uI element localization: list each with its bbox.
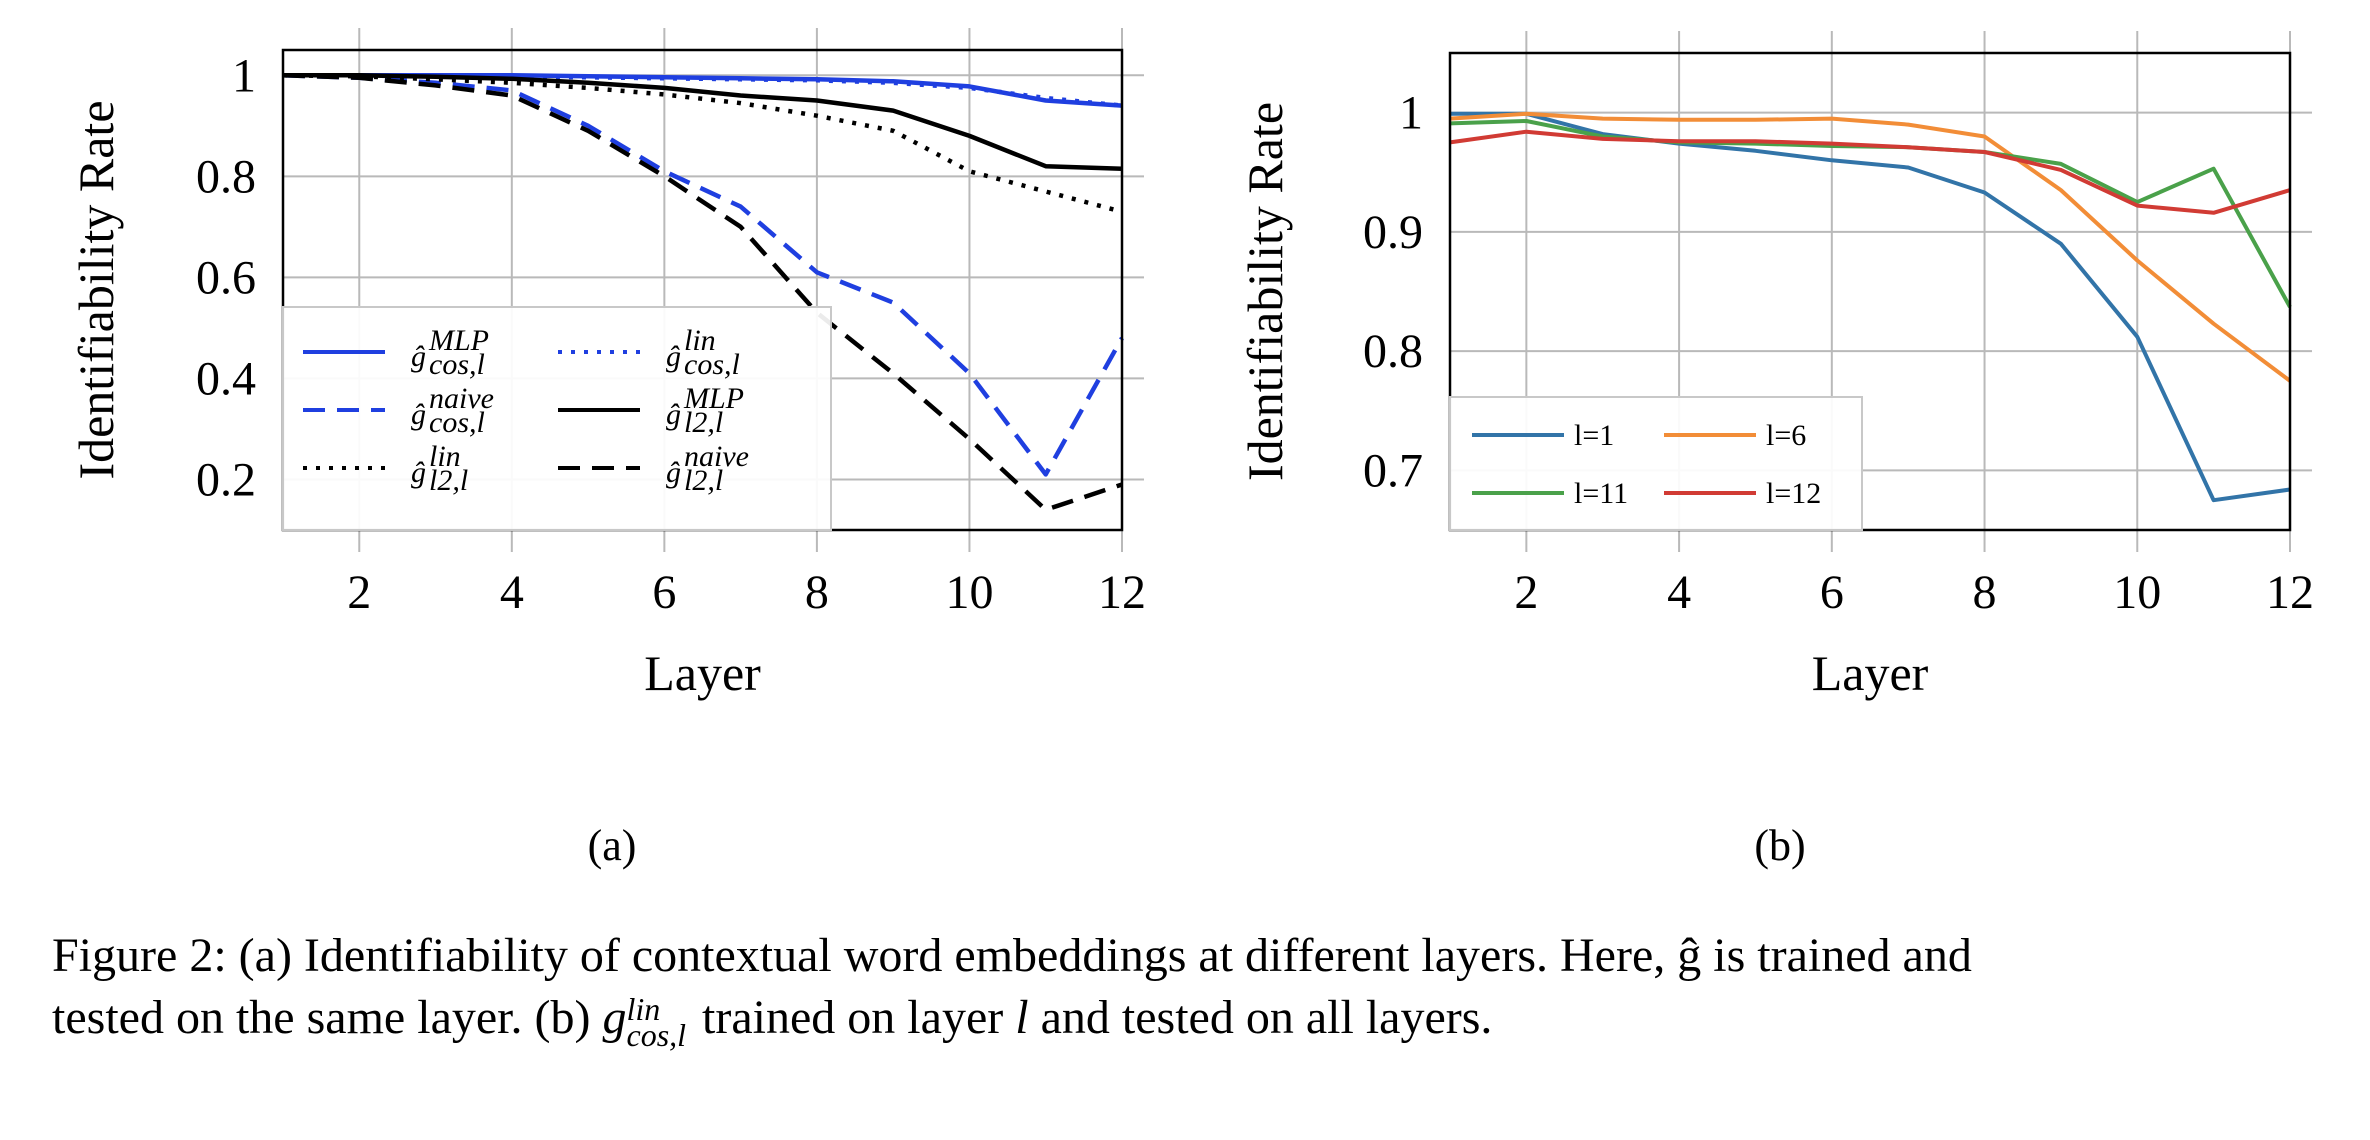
caption-g-sup: lin [626, 990, 661, 1027]
subfigure-label-b: (b) [1754, 821, 1805, 870]
chart-a: 2 4 6 8 10 12 0.2 0.4 0.6 0.8 1 Layer Identifiabilit… [68, 28, 1146, 701]
chart-a-ytick-label-3: 0.8 [196, 150, 256, 203]
chart-b-legend-label-2: l=11 [1574, 477, 1628, 510]
figure-canvas: 2 4 6 8 10 120.20.40.60.81LayerIdentifiabilit… [68, 28, 2314, 870]
chart-a-ylabel: Identifiability Rate [68, 100, 124, 479]
chart-b-xtick-label-12: 12 [2266, 566, 2314, 619]
chart-a-xlabel: Layer [644, 645, 761, 701]
chart-a-legend-sub-5: l2,l [684, 464, 723, 497]
chart-b-plot-frame [1448, 51, 2292, 532]
chart-a-ytick-label-2: 0.6 [196, 251, 256, 304]
chart-b-legend-label-3: l=12 [1766, 477, 1821, 510]
chart-b-ytick-label-3: 1 [1399, 87, 1423, 140]
caption-g-sub: cos,l [626, 1016, 687, 1053]
chart-a-series-line-3 [283, 73, 1123, 171]
chart-b-series-line-2 [1449, 119, 2292, 308]
chart-b-ylabel: Identifiability Rate [1237, 102, 1293, 481]
chart-a-legend-sup-4: lin [429, 440, 461, 473]
chart-a-ytick-label-1: 0.4 [196, 352, 256, 405]
chart-a-ytick-label-0: 0.2 [196, 453, 256, 506]
chart-a-xtick-label-6: 6 [652, 566, 676, 619]
chart-b-xtick-label-6: 6 [1820, 566, 1844, 619]
chart-b-xlabel: Layer [1812, 645, 1929, 701]
chart-a-legend-sub-1: cos,l [684, 348, 740, 381]
subfigure-label-a: (a) [588, 821, 637, 870]
chart-a-legend-sup-2: naive [429, 382, 494, 415]
chart-a-legend-sup-5: naive [684, 440, 749, 473]
chart-b-legend-label-0: l=1 [1574, 419, 1614, 452]
chart-a-legend-sup-3: MLP [683, 382, 744, 415]
caption-line-2-pre: tested on the same layer. (b) [52, 991, 603, 1044]
chart-a-series-line-1 [283, 73, 1123, 108]
chart-a-legend-label-1: ĝ [666, 340, 681, 373]
chart-a-legend-sup-1: lin [684, 324, 716, 357]
chart-b-legend-label-1: l=6 [1766, 419, 1806, 452]
chart-a-legend-sub-3: l2,l [684, 406, 723, 439]
chart-a-legend-label-3: ĝ [666, 398, 681, 431]
chart-b-legend-box [1449, 396, 1863, 531]
caption-line-2-mid: trained on layer [690, 991, 1016, 1044]
figure-caption: Figure 2: (a) Identifiability of context… [52, 925, 2352, 1053]
caption-line-1: Figure 2: (a) Identifiability of context… [52, 929, 1972, 982]
chart-a-legend-box [282, 306, 832, 531]
chart-a-legend-sub-2: cos,l [429, 406, 485, 439]
chart-b-ytick-label-0: 0.7 [1363, 444, 1423, 497]
chart-a-legend-sup-0: MLP [428, 324, 489, 357]
chart-a-xtick-label-8: 8 [805, 566, 829, 619]
chart-a-xtick-label-2: 2 [347, 566, 371, 619]
chart-b-series-line-3 [1449, 129, 2291, 215]
chart-b-series-line-0 [1450, 111, 2291, 503]
chart-a-xtick-label-10: 10 [945, 566, 993, 619]
chart-a-ytick-label-4: 1 [232, 49, 256, 102]
chart-a-legend-label-2: ĝ [411, 398, 426, 431]
chart-a-xtick-label-12: 12 [1098, 566, 1146, 619]
chart-b-xtick-label-4: 4 [1667, 566, 1691, 619]
caption-line-2: tested on the same layer. (b) g lin cos,l … [52, 987, 2352, 1053]
chart-b-xtick-label-2: 2 [1514, 566, 1538, 619]
caption-g-symbol: g [602, 991, 627, 1044]
chart-a-legend-sub-0: cos,l [429, 348, 485, 381]
chart-b-ytick-label-2: 0.9 [1363, 206, 1423, 259]
chart-a-legend-sub-4: l2,l [429, 464, 468, 497]
chart-b-ytick-label-1: 0.8 [1363, 325, 1423, 378]
chart-a-xtick-label-4: 4 [500, 566, 524, 619]
caption-line-2-post: and tested on all layers. [1028, 991, 1493, 1044]
caption-l-symbol: l [1015, 991, 1029, 1044]
chart-a-legend-label-4: ĝ [411, 456, 426, 489]
chart-b-xtick-label-8: 8 [1973, 566, 1997, 619]
chart-b: 2 4 6 8 10 12 0.7 0.8 0.9 1 Layer Identifiability R… [1237, 31, 2314, 701]
chart-a-legend-label-5: ĝ [666, 456, 681, 489]
chart-b-series-line-1 [1449, 111, 2292, 383]
chart-a-series-line-5 [282, 73, 1123, 513]
chart-b-xtick-label-10: 10 [2113, 566, 2161, 619]
chart-a-legend-label-0: ĝ [411, 340, 426, 373]
